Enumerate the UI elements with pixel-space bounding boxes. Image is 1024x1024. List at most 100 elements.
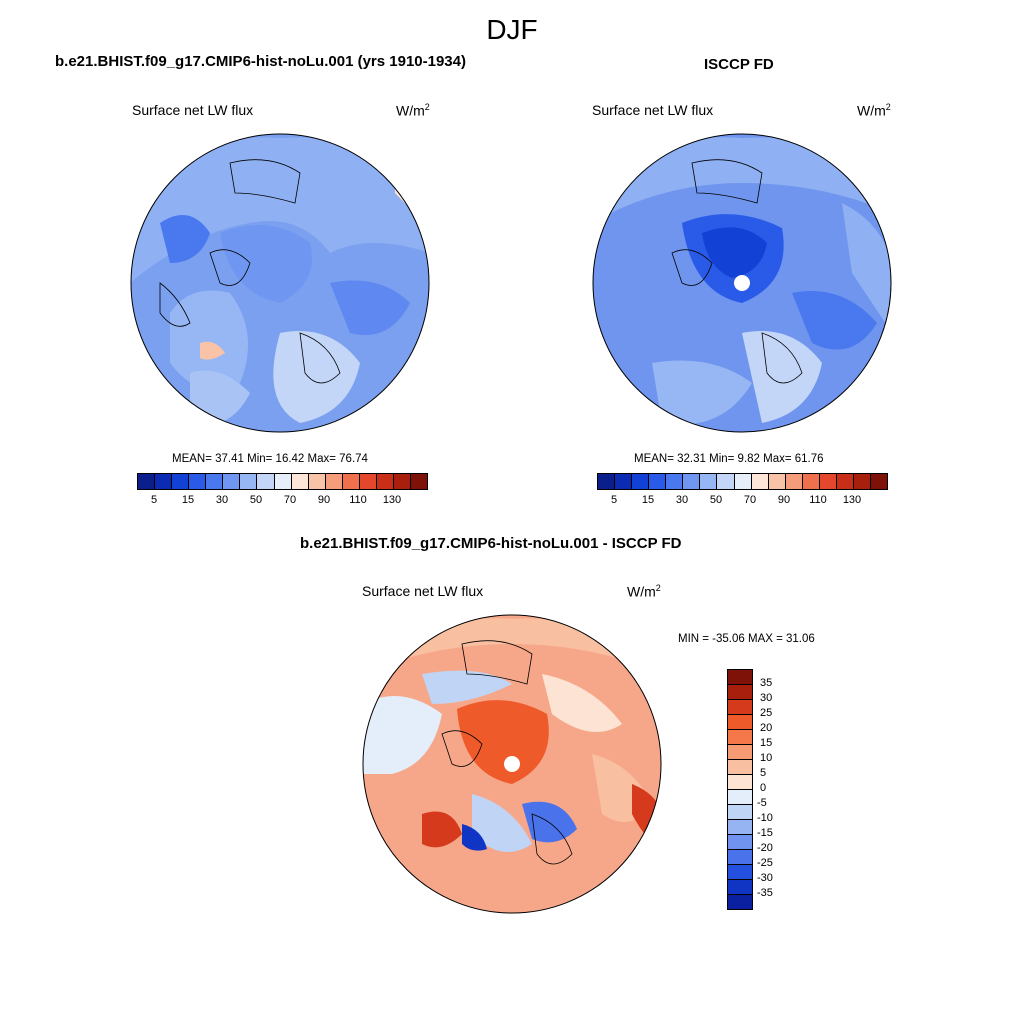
colorbar-tick-label: 5 (760, 767, 767, 779)
colorbar-swatch (871, 474, 888, 489)
colorbar-swatch (728, 730, 752, 745)
panel-3-units: W/m2 (627, 583, 661, 600)
panel-1-colorbar (137, 473, 428, 490)
colorbar-tick-label: 10 (760, 752, 773, 764)
panel-3-title: b.e21.BHIST.f09_g17.CMIP6-hist-noLu.001 … (300, 535, 682, 552)
colorbar-swatch (598, 474, 616, 489)
colorbar-swatch (728, 805, 752, 820)
colorbar-tick-label: 50 (249, 494, 263, 506)
panel-2-colorbar-ticks: 5 15 30 50 70 90 110 130 (597, 494, 886, 508)
colorbar-swatch (291, 474, 309, 489)
colorbar-swatch (728, 745, 752, 760)
colorbar-tick-label: 15 (181, 494, 195, 506)
colorbar-swatch (155, 474, 173, 489)
colorbar-swatch (308, 474, 326, 489)
colorbar-swatch (342, 474, 360, 489)
colorbar-swatch (728, 715, 752, 730)
colorbar-swatch (728, 865, 752, 880)
colorbar-tick-label: 5 (610, 494, 618, 506)
colorbar-swatch (172, 474, 190, 489)
colorbar-swatch (700, 474, 718, 489)
panel-3-stats: MIN = -35.06 MAX = 31.06 (678, 633, 815, 645)
colorbar-swatch (734, 474, 752, 489)
panel-2-variable-label: Surface net LW flux (592, 102, 714, 118)
colorbar-tick-label: 90 (777, 494, 791, 506)
colorbar-swatch (819, 474, 837, 489)
colorbar-tick-label: 130 (842, 494, 862, 506)
colorbar-tick-label: 35 (760, 677, 773, 689)
colorbar-swatch (836, 474, 854, 489)
colorbar-swatch (138, 474, 156, 489)
colorbar-tick-label: -10 (757, 812, 773, 824)
colorbar-tick-label: 130 (382, 494, 402, 506)
colorbar-swatch (240, 474, 258, 489)
colorbar-swatch (257, 474, 275, 489)
colorbar-swatch (649, 474, 667, 489)
colorbar-tick-label: 15 (760, 737, 773, 749)
panel-2-polar-map (592, 133, 892, 433)
colorbar-swatch (768, 474, 786, 489)
colorbar-tick-label: -20 (757, 842, 773, 854)
colorbar-tick-label: 110 (349, 494, 367, 506)
colorbar-swatch (728, 760, 752, 775)
colorbar-swatch (728, 685, 752, 700)
colorbar-swatch (751, 474, 769, 489)
panel-2-units: W/m2 (857, 102, 891, 119)
colorbar-tick-label: 30 (215, 494, 229, 506)
colorbar-swatch (683, 474, 701, 489)
colorbar-tick-label: -25 (757, 857, 773, 869)
colorbar-swatch (189, 474, 207, 489)
panel-2-title: ISCCP FD (704, 56, 774, 73)
colorbar-swatch (206, 474, 224, 489)
figure-title: DJF (486, 14, 538, 45)
colorbar-swatch (728, 700, 752, 715)
colorbar-tick-label: 90 (317, 494, 331, 506)
colorbar-swatch (728, 850, 752, 865)
colorbar-tick-label: 50 (709, 494, 723, 506)
colorbar-swatch (728, 880, 752, 895)
colorbar-swatch (666, 474, 684, 489)
colorbar-tick-label: 30 (675, 494, 689, 506)
colorbar-tick-label: -15 (757, 827, 773, 839)
colorbar-swatch (728, 775, 752, 790)
panel-3-polar-map (362, 614, 662, 914)
panel-3-colorbar (727, 669, 753, 910)
panel-1-title: b.e21.BHIST.f09_g17.CMIP6-hist-noLu.001 … (55, 53, 466, 70)
colorbar-swatch (632, 474, 650, 489)
colorbar-tick-label: 5 (150, 494, 158, 506)
colorbar-tick-label: 110 (809, 494, 827, 506)
colorbar-tick-label: 20 (760, 722, 773, 734)
colorbar-swatch (728, 835, 752, 850)
panel-2-stats: MEAN= 32.31 Min= 9.82 Max= 61.76 (634, 453, 824, 465)
panel-1-polar-map (130, 133, 430, 433)
colorbar-swatch (728, 820, 752, 835)
colorbar-swatch (274, 474, 292, 489)
colorbar-tick-label: -35 (757, 887, 773, 899)
colorbar-swatch (393, 474, 411, 489)
panel-1-variable-label: Surface net LW flux (132, 102, 254, 118)
colorbar-tick-label: 70 (743, 494, 757, 506)
colorbar-swatch (802, 474, 820, 489)
colorbar-swatch (717, 474, 735, 489)
panel-1-colorbar-ticks: 5 15 30 50 70 90 110 130 (137, 494, 426, 508)
colorbar-swatch (785, 474, 803, 489)
colorbar-tick-label: 0 (760, 782, 767, 794)
colorbar-tick-label: 30 (760, 692, 773, 704)
colorbar-swatch (615, 474, 633, 489)
colorbar-swatch (728, 670, 752, 685)
colorbar-tick-label: -5 (757, 797, 767, 809)
panel-3-variable-label: Surface net LW flux (362, 583, 484, 599)
colorbar-tick-label: 70 (283, 494, 297, 506)
panel-2-colorbar (597, 473, 888, 490)
colorbar-swatch (325, 474, 343, 489)
colorbar-tick-label: 25 (760, 707, 773, 719)
colorbar-swatch (223, 474, 241, 489)
colorbar-swatch (359, 474, 377, 489)
colorbar-tick-label: 15 (641, 494, 655, 506)
panel-1-stats: MEAN= 37.41 Min= 16.42 Max= 76.74 (172, 453, 368, 465)
colorbar-swatch (376, 474, 394, 489)
colorbar-swatch (728, 895, 752, 909)
colorbar-tick-label: -30 (757, 872, 773, 884)
colorbar-swatch (853, 474, 871, 489)
colorbar-swatch (728, 790, 752, 805)
